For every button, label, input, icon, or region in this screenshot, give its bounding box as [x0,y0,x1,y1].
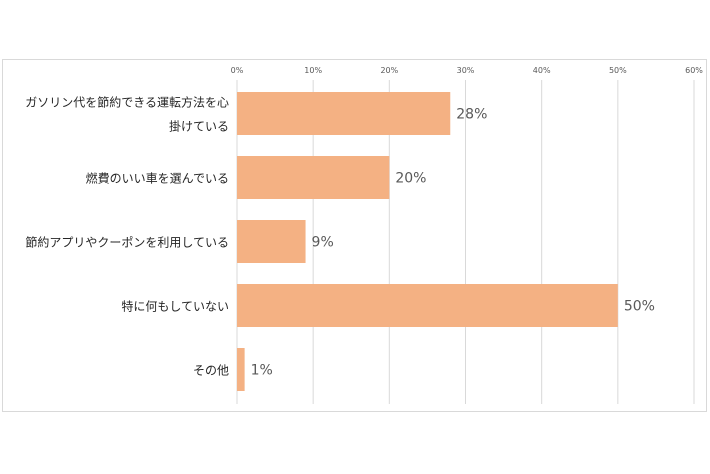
bars [237,92,618,391]
bar [237,220,306,263]
x-tick-label: 50% [609,66,627,75]
data-label: 1% [251,363,273,379]
data-labels: 28% 20% 9% 50% 1% [251,107,655,379]
data-label: 20% [395,171,426,187]
bar [237,284,618,327]
x-axis-ticks: 0% 10% 20% 30% 40% 50% 60% [231,66,704,75]
data-label: 28% [456,107,487,123]
x-tick-label: 0% [231,66,244,75]
category-label: 特に何もしていない [121,299,229,314]
x-tick-label: 60% [685,66,703,75]
category-label: 燃費のいい車を選んでいる [86,171,229,186]
bar [237,156,390,199]
x-tick-label: 40% [533,66,551,75]
bar [237,92,451,135]
data-label: 9% [312,235,334,251]
x-tick-label: 20% [380,66,398,75]
category-label: 掛けている [169,119,229,134]
bar [237,348,245,391]
x-tick-label: 10% [304,66,322,75]
x-tick-label: 30% [457,66,475,75]
category-label: その他 [193,364,229,378]
data-label: 50% [624,299,655,315]
category-labels: ガソリン代を節約できる運転方法を心掛けている燃費のいい車を選んでいる節約アプリや… [25,95,229,378]
category-label: 節約アプリやクーポンを利用している [25,235,229,250]
category-label: ガソリン代を節約できる運転方法を心 [25,95,229,110]
